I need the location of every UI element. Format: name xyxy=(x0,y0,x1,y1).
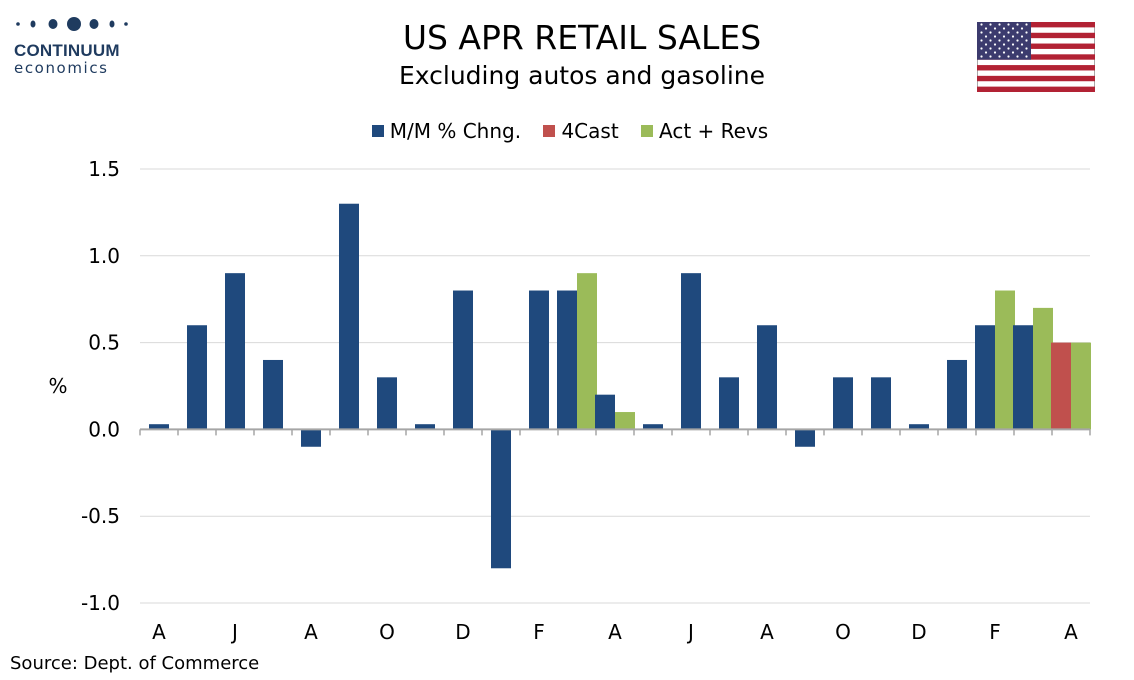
bar xyxy=(719,377,739,430)
legend-swatch xyxy=(543,125,556,137)
bar xyxy=(415,424,435,430)
x-tick-label: D xyxy=(455,620,470,644)
chart-title: US APR RETAIL SALES xyxy=(402,18,762,57)
bar xyxy=(909,424,929,430)
bar xyxy=(453,290,473,430)
bar xyxy=(947,359,967,430)
bar xyxy=(615,412,635,430)
bar xyxy=(757,325,777,430)
logo-subtitle: economics xyxy=(14,59,109,77)
x-tick-label: O xyxy=(379,620,395,644)
logo-dots-icon xyxy=(16,17,128,31)
x-tick-label: J xyxy=(230,620,238,644)
bar xyxy=(795,429,815,447)
bar xyxy=(995,290,1015,430)
legend-label: M/M % Chng. xyxy=(389,119,522,143)
legend-swatch xyxy=(641,125,654,137)
bar xyxy=(1051,342,1071,430)
chart-legend: M/M % Chng. 4Cast Act + Revs xyxy=(0,118,1134,144)
legend-item-mm-change: M/M % Chng. xyxy=(371,118,522,144)
bar xyxy=(681,273,701,430)
y-tick-label: -0.5 xyxy=(81,504,120,528)
bar xyxy=(1033,307,1053,430)
y-tick-label: 0.5 xyxy=(88,331,120,355)
bar xyxy=(301,429,321,447)
bar xyxy=(225,273,245,430)
legend-item-4cast: 4Cast xyxy=(543,118,619,144)
bar xyxy=(577,273,597,430)
bar xyxy=(871,377,891,430)
logo-name: CONTINUUM xyxy=(14,41,120,60)
bar xyxy=(1013,325,1033,430)
bar xyxy=(377,377,397,430)
y-axis-label: % xyxy=(48,374,67,398)
bar xyxy=(975,325,995,430)
bar xyxy=(149,424,169,430)
x-tick-label: D xyxy=(911,620,926,644)
x-tick-label: A xyxy=(760,620,774,644)
bar xyxy=(529,290,549,430)
x-tick-label: J xyxy=(686,620,694,644)
bar xyxy=(263,359,283,430)
bar xyxy=(595,394,615,430)
legend-item-act-revs: Act + Revs xyxy=(641,118,768,144)
bar xyxy=(187,325,207,430)
bar xyxy=(557,290,577,430)
y-tick-label: -1.0 xyxy=(81,591,120,615)
bar xyxy=(491,429,511,569)
y-tick-label: 1.0 xyxy=(88,244,120,268)
x-tick-label: A xyxy=(152,620,166,644)
x-tick-label: A xyxy=(608,620,622,644)
x-tick-label: A xyxy=(304,620,318,644)
x-tick-label: O xyxy=(835,620,851,644)
bar xyxy=(1071,342,1091,430)
source-note: Source: Dept. of Commerce xyxy=(10,653,260,674)
x-tick-label: F xyxy=(533,620,545,644)
y-tick-label: 1.5 xyxy=(88,157,120,181)
legend-label: Act + Revs xyxy=(659,119,769,143)
chart-subtitle: Excluding autos and gasoline xyxy=(398,61,765,90)
bar xyxy=(643,424,663,430)
y-tick-label: 0.0 xyxy=(88,417,120,441)
legend-swatch xyxy=(371,125,384,137)
x-tick-label: A xyxy=(1064,620,1078,644)
bar xyxy=(339,203,359,430)
us-flag-icon xyxy=(977,22,1095,92)
x-tick-label: F xyxy=(989,620,1001,644)
continuum-logo: CONTINUUM economics xyxy=(14,14,134,77)
bar xyxy=(833,377,853,430)
legend-label: 4Cast xyxy=(561,119,619,143)
